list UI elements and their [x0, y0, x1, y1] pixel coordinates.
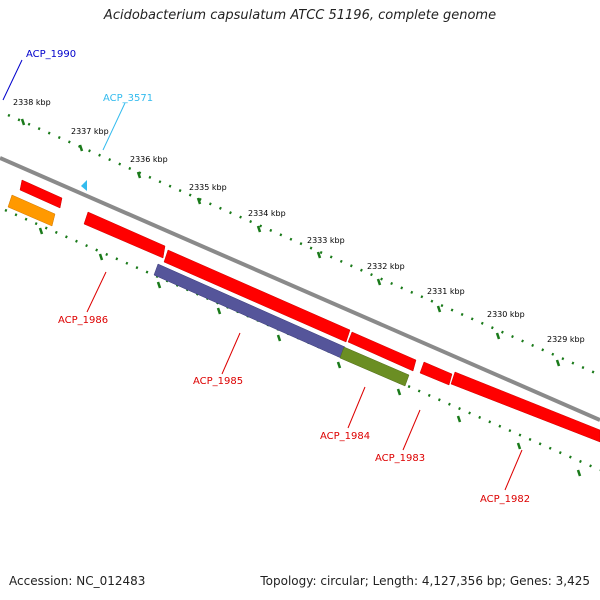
gene-feature-orange[interactable] — [7, 194, 56, 227]
acp-3571-marker[interactable] — [81, 180, 87, 191]
gene-feature-olive[interactable] — [339, 346, 410, 387]
scale-labels: 2338 kbp 2337 kbp 2336 kbp 2335 kbp 2334… — [13, 98, 585, 344]
scale-label: 2334 kbp — [248, 209, 286, 218]
scale-label: 2336 kbp — [130, 155, 168, 164]
gene-label-acp-1982[interactable]: ACP_1982 — [480, 494, 530, 505]
gene-feature-acp-1986[interactable] — [83, 211, 166, 259]
scale-label: 2333 kbp — [307, 236, 345, 245]
gene-labels: ACP_1990 ACP_3571 ACP_1986 ACP_1985 ACP_… — [26, 49, 530, 505]
outer-major-ticks — [20, 118, 561, 367]
gene-label-acp-1986[interactable]: ACP_1986 — [58, 315, 108, 326]
gene-feature-red[interactable] — [19, 179, 63, 209]
map-title: Acidobacterium capsulatum ATCC 51196, co… — [103, 8, 497, 23]
gene-feature-acp-1985[interactable] — [163, 249, 351, 343]
gene-feature-acp-1982[interactable] — [450, 371, 600, 443]
gene-label-acp-1985[interactable]: ACP_1985 — [193, 376, 243, 387]
gene-label-acp-1990[interactable]: ACP_1990 — [26, 49, 76, 60]
scale-label: 2330 kbp — [487, 310, 525, 319]
scale-label: 2337 kbp — [71, 127, 109, 136]
inner-major-ticks — [38, 227, 582, 477]
topology-text: Topology: circular; Length: 4,127,356 bp… — [260, 574, 590, 588]
gene-label-acp-1983[interactable]: ACP_1983 — [375, 453, 425, 464]
scale-label: 2329 kbp — [547, 335, 585, 344]
genome-backbone — [0, 156, 600, 422]
accession-text: Accession: NC_012483 — [9, 574, 146, 588]
gene-features — [7, 179, 600, 443]
gene-label-acp-1984[interactable]: ACP_1984 — [320, 431, 370, 442]
gene-feature-purple[interactable] — [153, 263, 346, 359]
gene-label-acp-3571[interactable]: ACP_3571 — [103, 93, 153, 104]
gene-feature-acp-1984[interactable] — [347, 331, 417, 372]
gene-feature-acp-1983[interactable] — [419, 361, 453, 386]
scale-label: 2338 kbp — [13, 98, 51, 107]
gene-leader-lines — [2, 59, 523, 491]
scale-label: 2331 kbp — [427, 287, 465, 296]
scale-label: 2335 kbp — [189, 183, 227, 192]
scale-label: 2332 kbp — [367, 262, 405, 271]
